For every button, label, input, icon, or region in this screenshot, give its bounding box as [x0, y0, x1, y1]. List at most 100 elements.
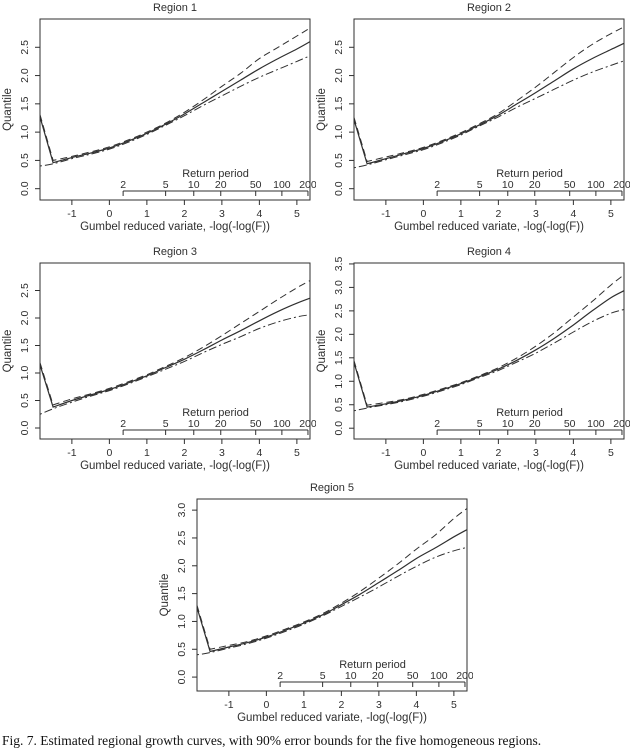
y-tick-label: 1.5: [19, 96, 31, 111]
y-tick-label: 2.5: [333, 40, 345, 55]
x-tick-label: 5: [451, 699, 457, 711]
x-tick-label: 3: [219, 447, 225, 459]
x-tick-label: 3: [533, 208, 539, 220]
x-tick-label: 1: [458, 447, 464, 459]
return-period-tick-label: 5: [477, 179, 483, 191]
plot-title: Region 1: [153, 2, 197, 14]
x-tick-label: 3: [533, 447, 539, 459]
region-5-chart: Region 5 -1 0 1 2 3 4 5 0.0 0.5 1.0 1.5 2.0 2.5 3.0 Gum…: [159, 482, 473, 724]
plot-box: [353, 18, 625, 201]
return-period-label: Return period: [182, 168, 249, 180]
y-axis-label: Quantile: [159, 574, 171, 617]
x-tick-label: 5: [294, 447, 300, 459]
return-period-tick-label: 20: [529, 179, 541, 191]
curve-dotdash: [353, 309, 625, 412]
x-tick-label: 5: [608, 447, 614, 459]
return-period-tick-label: 2: [120, 418, 126, 430]
return-period-tick-label: 50: [250, 179, 262, 191]
return-period-label: Return period: [182, 407, 249, 419]
x-tick-label: 0: [263, 699, 269, 711]
x-tick-label: 5: [608, 208, 614, 220]
region-1-chart: Region 1 -1 0 1 2 3 4 5 0.0 0.5 1.0 1.5 2.0 2.5 Gumbel…: [2, 2, 316, 233]
y-axis-label: Quantile: [2, 330, 14, 373]
curve-dashed: [353, 274, 625, 406]
return-period-tick-label: 100: [587, 179, 605, 191]
y-tick-label: 1.0: [19, 366, 31, 381]
region-2-chart: Region 2 -1 0 1 2 3 4 5 0.0 0.5 1.0 1.5 2.0 2.5 Gumbel…: [316, 2, 630, 233]
plot-box: [353, 262, 625, 440]
plot-title: Region 5: [310, 482, 354, 494]
return-period-tick-label: 2: [277, 670, 283, 682]
x-tick-label: 2: [495, 447, 501, 459]
x-tick-label: 2: [181, 447, 187, 459]
curve-solid: [353, 290, 625, 408]
curve-dotdash: [39, 314, 311, 415]
x-tick-label: 2: [338, 699, 344, 711]
return-period-tick-label: 200: [613, 179, 630, 191]
y-tick-label: 1.0: [176, 614, 188, 629]
return-period-label: Return period: [496, 407, 563, 419]
y-tick-label: 0.0: [19, 181, 31, 196]
curve-dotdash: [39, 55, 311, 167]
x-tick-label: 4: [413, 699, 419, 711]
x-tick-label: 1: [301, 699, 307, 711]
x-tick-label: 5: [294, 208, 300, 220]
plot-title: Region 2: [467, 2, 511, 14]
plot-box: [39, 262, 311, 440]
x-tick-label: 3: [219, 208, 225, 220]
return-period-tick-label: 100: [430, 670, 448, 682]
y-tick-label: 1.0: [333, 125, 345, 140]
return-period-tick-label: 10: [188, 179, 200, 191]
x-axis-label: Gumbel reduced variate, -log(-log(F)): [80, 460, 270, 472]
y-tick-label: 3.5: [333, 256, 345, 271]
y-tick-label: 0.0: [333, 181, 345, 196]
x-tick-label: -1: [381, 447, 390, 459]
return-period-tick-label: 10: [502, 418, 514, 430]
y-tick-label: 0.0: [333, 421, 345, 436]
return-period-tick-label: 5: [163, 418, 169, 430]
return-period-tick-label: 10: [345, 670, 357, 682]
return-period-tick-label: 2: [434, 179, 440, 191]
curve-dotdash: [353, 60, 625, 169]
return-period-tick-label: 100: [273, 418, 291, 430]
y-tick-label: 3.0: [176, 503, 188, 518]
return-period-tick-label: 100: [587, 418, 605, 430]
plot-title: Region 4: [467, 246, 511, 258]
y-tick-label: 0.0: [19, 421, 31, 436]
y-tick-label: 0.5: [333, 153, 345, 168]
region-3-chart: Region 3 -1 0 1 2 3 4 5 0.0 0.5 1.0 1.5 2.0 2.5 Gumbel…: [2, 246, 316, 472]
y-tick-label: 1.0: [333, 374, 345, 389]
x-tick-label: -1: [67, 447, 76, 459]
curve-solid: [39, 297, 311, 408]
x-tick-label: 3: [376, 699, 382, 711]
y-tick-label: 0.5: [176, 642, 188, 657]
curve-solid: [196, 529, 468, 653]
curve-dashed: [196, 508, 468, 650]
y-tick-label: 2.0: [19, 68, 31, 83]
plot-title: Region 3: [153, 246, 197, 258]
y-tick-label: 2.5: [19, 283, 31, 298]
x-tick-label: 0: [420, 208, 426, 220]
return-period-tick-label: 200: [299, 418, 316, 430]
curve-dashed: [353, 26, 625, 163]
x-axis-label: Gumbel reduced variate, -log(-log(F)): [394, 221, 584, 233]
return-period-tick-label: 5: [163, 179, 169, 191]
x-tick-label: 4: [256, 208, 262, 220]
x-axis-label: Gumbel reduced variate, -log(-log(F)): [237, 712, 427, 724]
curve-solid: [39, 41, 311, 164]
y-tick-label: 0.5: [333, 397, 345, 412]
return-period-label: Return period: [496, 168, 563, 180]
return-period-tick-label: 5: [477, 418, 483, 430]
x-tick-label: -1: [224, 699, 233, 711]
y-tick-label: 1.5: [19, 338, 31, 353]
figure-caption: Fig. 7. Estimated regional growth curves…: [2, 733, 542, 748]
y-axis-label: Quantile: [316, 88, 328, 131]
x-tick-label: 0: [106, 208, 112, 220]
y-tick-label: 1.0: [19, 125, 31, 140]
y-tick-label: 0.0: [176, 670, 188, 685]
x-tick-label: 0: [420, 447, 426, 459]
return-period-tick-label: 20: [529, 418, 541, 430]
y-tick-label: 2.5: [19, 40, 31, 55]
y-tick-label: 2.5: [333, 303, 345, 318]
return-period-tick-label: 20: [215, 418, 227, 430]
